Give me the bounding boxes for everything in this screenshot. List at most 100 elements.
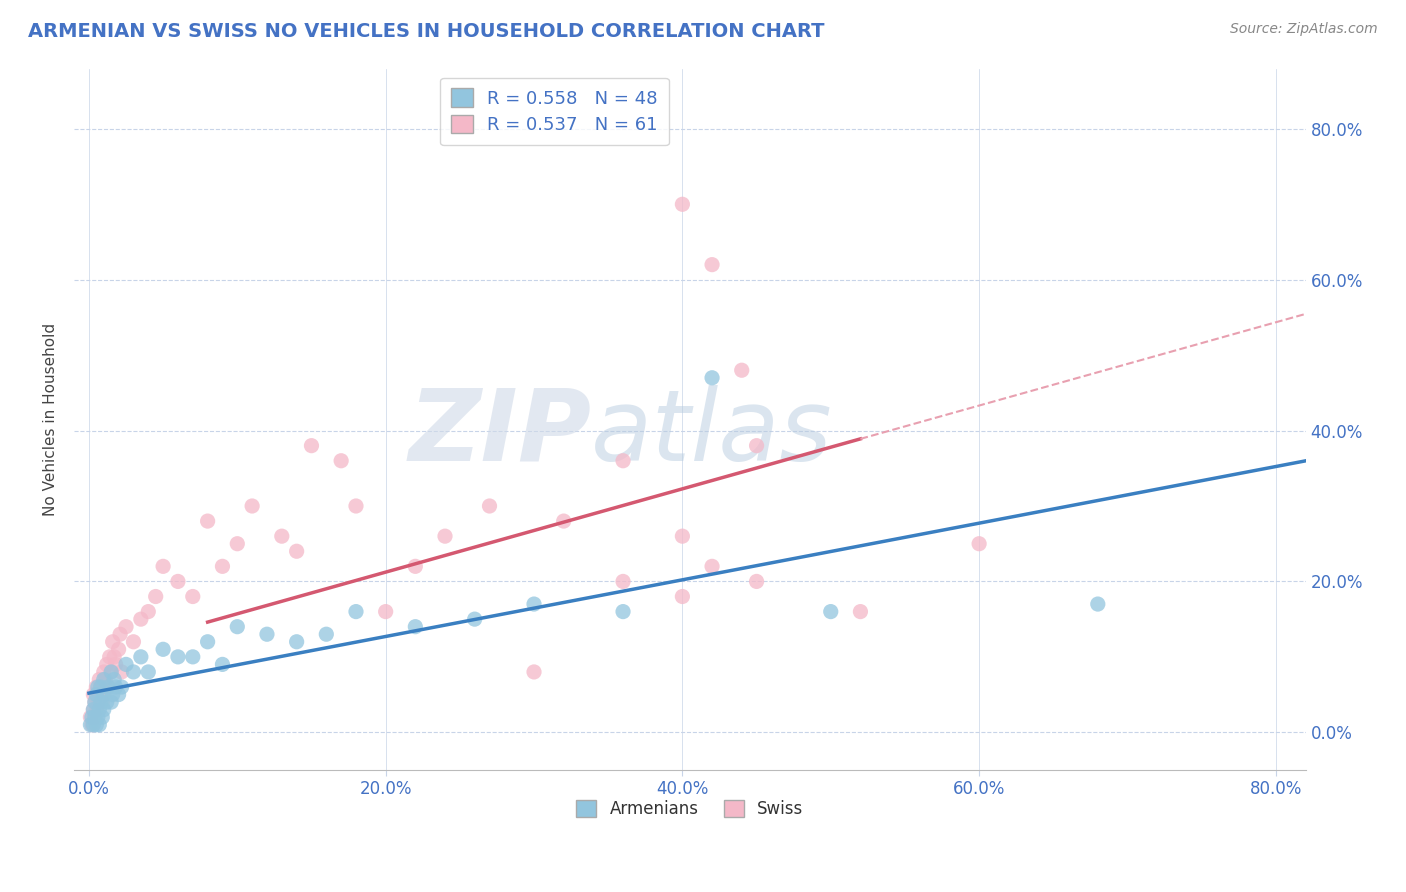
Point: [86, 703, 108, 717]
Point: [152, 559, 174, 574]
Point: [83, 710, 105, 724]
Point: [612, 454, 634, 468]
Point: [700, 371, 723, 385]
Point: [211, 657, 233, 672]
Text: atlas: atlas: [592, 384, 832, 482]
Point: [330, 454, 353, 468]
Point: [93, 688, 115, 702]
Point: [731, 363, 754, 377]
Point: [344, 605, 367, 619]
Point: [226, 537, 249, 551]
Point: [83, 710, 105, 724]
Point: [86, 717, 108, 731]
Point: [110, 665, 132, 679]
Point: [136, 665, 159, 679]
Point: [94, 673, 117, 687]
Point: [181, 590, 204, 604]
Point: [93, 673, 115, 687]
Text: Source: ZipAtlas.com: Source: ZipAtlas.com: [1230, 22, 1378, 37]
Point: [404, 559, 426, 574]
Point: [89, 673, 111, 687]
Point: [97, 680, 120, 694]
Point: [101, 634, 124, 648]
Text: ARMENIAN VS SWISS NO VEHICLES IN HOUSEHOLD CORRELATION CHART: ARMENIAN VS SWISS NO VEHICLES IN HOUSEHO…: [28, 22, 825, 41]
Point: [79, 717, 101, 731]
Point: [107, 688, 129, 702]
Point: [478, 499, 501, 513]
Point: [434, 529, 457, 543]
Point: [82, 688, 104, 702]
Point: [80, 710, 103, 724]
Point: [404, 620, 426, 634]
Point: [167, 574, 190, 589]
Legend: Armenians, Swiss: Armenians, Swiss: [569, 793, 810, 825]
Point: [240, 499, 263, 513]
Point: [89, 717, 111, 731]
Point: [87, 695, 110, 709]
Point: [226, 620, 249, 634]
Point: [301, 439, 323, 453]
Point: [86, 688, 108, 702]
Point: [181, 649, 204, 664]
Point: [1087, 597, 1109, 611]
Point: [83, 695, 105, 709]
Point: [129, 612, 152, 626]
Point: [612, 574, 634, 589]
Point: [700, 258, 723, 272]
Point: [97, 680, 120, 694]
Point: [211, 559, 233, 574]
Point: [100, 695, 122, 709]
Point: [745, 439, 768, 453]
Point: [849, 605, 872, 619]
Point: [87, 680, 110, 694]
Point: [374, 605, 396, 619]
Point: [83, 695, 105, 709]
Point: [82, 703, 104, 717]
Point: [129, 649, 152, 664]
Point: [122, 665, 145, 679]
Point: [671, 529, 693, 543]
Point: [108, 627, 131, 641]
Point: [90, 680, 112, 694]
Point: [82, 703, 104, 717]
Point: [82, 717, 104, 731]
Point: [197, 514, 219, 528]
Point: [285, 544, 308, 558]
Point: [115, 620, 138, 634]
Point: [115, 657, 138, 672]
Point: [90, 695, 112, 709]
Point: [98, 649, 121, 664]
Point: [79, 710, 101, 724]
Point: [197, 634, 219, 648]
Point: [671, 590, 693, 604]
Point: [122, 634, 145, 648]
Point: [93, 665, 115, 679]
Point: [152, 642, 174, 657]
Point: [285, 634, 308, 648]
Point: [107, 642, 129, 657]
Point: [700, 559, 723, 574]
Point: [167, 649, 190, 664]
Point: [523, 597, 546, 611]
Point: [93, 703, 115, 717]
Point: [103, 649, 125, 664]
Point: [91, 710, 114, 724]
Point: [136, 605, 159, 619]
Point: [104, 657, 127, 672]
Point: [315, 627, 337, 641]
Point: [91, 695, 114, 709]
Point: [967, 537, 990, 551]
Point: [104, 680, 127, 694]
Point: [612, 605, 634, 619]
Point: [100, 665, 122, 679]
Point: [89, 688, 111, 702]
Point: [101, 688, 124, 702]
Point: [671, 197, 693, 211]
Point: [80, 717, 103, 731]
Point: [93, 688, 115, 702]
Point: [87, 710, 110, 724]
Point: [100, 665, 122, 679]
Point: [523, 665, 546, 679]
Point: [745, 574, 768, 589]
Point: [145, 590, 167, 604]
